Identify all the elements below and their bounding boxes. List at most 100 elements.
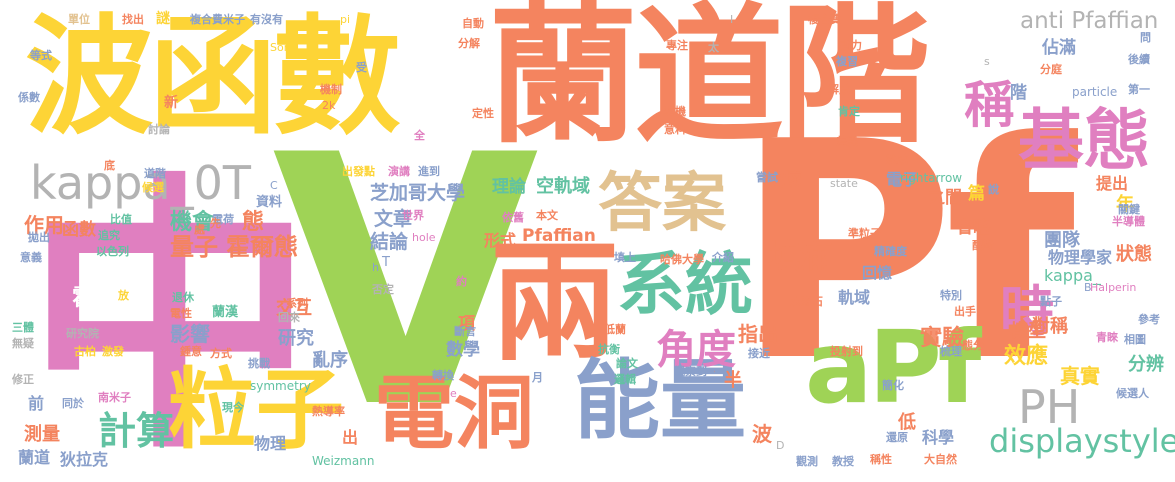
word-xin: 新	[164, 95, 178, 111]
word-chu2: 處	[194, 223, 205, 236]
word-shou: 受	[356, 61, 367, 74]
word-kexue: 科學	[922, 428, 955, 447]
word-di2: 底	[104, 159, 115, 172]
word-taolun: 討論	[148, 123, 170, 136]
word-huilai: 回來	[278, 311, 300, 324]
word-xitong: 系統	[617, 246, 754, 325]
word-yanjiuyuan: 研究院	[66, 327, 99, 340]
word-guanche: 觀測	[796, 455, 818, 468]
word-zhanman: 佔滿	[1042, 38, 1076, 58]
word-tianman: 填滿	[768, 237, 833, 275]
word-chu: 出	[342, 428, 359, 447]
word-ban: 半	[724, 370, 742, 391]
word-kangjie: 抗衡	[598, 343, 620, 356]
word-fenbian: 分辨	[1128, 354, 1164, 375]
word-liangzi: 量子	[170, 233, 218, 261]
word-zhuangtai: 狀態	[1116, 244, 1152, 265]
word-danwei: 單位	[68, 13, 90, 26]
word-jielun: 結論	[370, 231, 409, 253]
word-xiang: 項	[458, 314, 475, 334]
word-wuyi: 無疑	[12, 337, 34, 350]
word-di: 低	[898, 412, 916, 433]
word-lilun: 理論	[492, 177, 526, 197]
word-displaystyle: displaystyle	[989, 422, 1175, 460]
word-yanjiang: 演講	[388, 165, 410, 178]
word-fuhefeimizi: 複合費米子	[190, 13, 245, 26]
word-ban2: 半	[714, 372, 715, 373]
word-luoji: 邏輯	[614, 373, 636, 386]
word-jitai: 基態	[1018, 102, 1150, 179]
word-dianxing: 電性	[170, 307, 192, 320]
word-pi: pi	[340, 13, 351, 26]
word-diandong: 電洞	[374, 367, 534, 460]
word-i: I	[730, 13, 734, 26]
word-yisilie: 以色列	[96, 245, 129, 258]
word-jieshao: 介紹	[712, 251, 734, 264]
word-e: e	[450, 387, 457, 400]
word-jiaodu: 角度	[656, 327, 736, 373]
word-kending: 肯定	[838, 105, 860, 118]
word-zhong: 中	[25, 151, 315, 482]
word-fenjie: 分解	[458, 37, 480, 50]
word-fangshi: 方式	[210, 347, 232, 360]
word-tebie: 特別	[940, 289, 962, 302]
word-zidong: 自動	[462, 17, 484, 30]
word-qiangli: 強力	[840, 39, 862, 52]
word-lan-dao-jie: 蘭道階	[488, 0, 930, 164]
word-taifen: 態分	[962, 339, 984, 352]
word-mi: 謎	[156, 11, 170, 27]
word-jihui: 機會	[170, 210, 215, 235]
word-weizmann: Weizmann	[312, 454, 375, 468]
word-jili: 激發	[102, 345, 124, 358]
word-tuixiu: 退休	[172, 291, 194, 304]
word-moxing: 模型	[1010, 321, 1046, 342]
word-hanshu: 函數	[62, 220, 96, 240]
word-wuli: 物理	[254, 434, 287, 453]
word-shenglue: 省略	[956, 218, 990, 238]
word-huancheng: 換成	[886, 153, 908, 166]
word-chufadian: 出發點	[342, 165, 375, 178]
word-xiangtu: 相圖	[1124, 333, 1146, 346]
word-nanmizi: 南米子	[98, 391, 131, 404]
word-bo: 波	[752, 422, 772, 446]
word-zhenshi: 真實	[1060, 364, 1100, 388]
word-shiyan: 實驗	[920, 326, 965, 351]
word-houji: 後續	[1128, 53, 1150, 66]
word-xiaoying: 效應	[1004, 344, 1049, 369]
word-hole: hole	[412, 231, 436, 244]
word-jianhua: 簡化	[882, 379, 904, 392]
word-yijiu: 依舊	[502, 211, 524, 224]
word-bandaoti: 半導體	[1112, 215, 1145, 228]
word-huiyi: 回憶	[862, 264, 893, 282]
word-wen: 問	[1140, 31, 1151, 44]
word-h: h	[372, 261, 379, 274]
word-wenzhang: 文章	[374, 208, 413, 230]
word-son: Son	[270, 41, 291, 54]
word-chayi: 差異	[836, 135, 858, 148]
word-changshi: 嘗試	[756, 171, 778, 184]
word-pian: 篇	[968, 184, 985, 204]
word-jingquedu: 精確度	[874, 245, 907, 258]
word-huanjie: 還原	[886, 431, 908, 444]
word-zhuizong: 追究	[98, 229, 120, 242]
word-luanxu: 亂序	[312, 350, 348, 371]
word-duicheng: 對稱	[1032, 316, 1068, 337]
word-jiaoshou: 教授	[832, 455, 854, 468]
word-diyi: 第一	[1128, 83, 1150, 96]
word-symmetry: symmetry	[250, 379, 311, 393]
word-rightarrow: rightarrow	[900, 171, 963, 185]
word-huoer: 霍爾	[72, 286, 117, 311]
word-tai-small: 太	[708, 41, 719, 54]
word-pfaffian: Pfaffian	[522, 226, 596, 246]
word-nengliang: 能量	[574, 351, 746, 451]
word-apf: aPf	[805, 309, 981, 426]
word-canshu: 參考	[1138, 313, 1160, 326]
word-shuli: 梳理	[940, 345, 962, 358]
word-qian: 前	[28, 394, 45, 413]
word-hafo: 哈佛大學	[660, 253, 704, 266]
word-yanjiu: 研究	[278, 328, 314, 349]
word-2k: 2k	[322, 99, 336, 112]
word-tai: 態	[242, 210, 265, 235]
word-lizi: 粒子	[168, 358, 345, 461]
word-fuhefei: 複合費	[808, 13, 841, 26]
